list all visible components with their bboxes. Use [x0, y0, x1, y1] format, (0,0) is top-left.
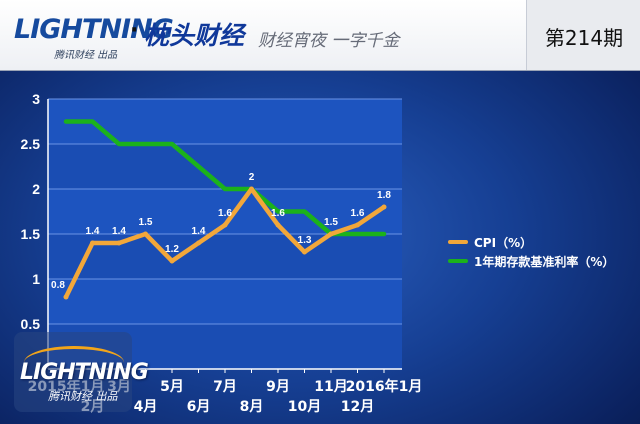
logo-arc-icon [24, 346, 124, 379]
header-bar: LIGHTNING 腾讯财经 出品 · 枕头财经 财经宵夜 一字千金 第214期 [0, 0, 640, 71]
watermark-logo: LIGHTNING 腾讯财经 出品 [14, 332, 149, 412]
x-tick-label: 6月 [187, 399, 211, 415]
cpi-data-label: 0.8 [51, 280, 65, 291]
cpi-point [143, 231, 148, 237]
y-tick-label: 3 [32, 91, 40, 107]
issue-number: 第214期 [544, 26, 624, 50]
cpi-data-label: 1.4 [112, 226, 126, 237]
cpi-point [328, 231, 334, 237]
watermark-subtitle: 腾讯财经 出品 [48, 390, 118, 403]
y-tick-label: 2 [32, 181, 40, 197]
x-tick-label: 4月 [134, 399, 158, 415]
x-tick-label: 11月 [314, 379, 347, 395]
lightning-logo: LIGHTNING [14, 14, 174, 45]
plot-band [48, 99, 402, 144]
cpi-data-label: 1.5 [139, 217, 153, 228]
x-tick-label: 7月 [213, 379, 237, 395]
x-tick-label: 9月 [266, 379, 290, 395]
watermark-logo-text: LIGHTNING [20, 360, 149, 385]
legend-label: 1年期存款基准利率（%） [474, 254, 614, 269]
cpi-data-label: 1.5 [324, 217, 338, 228]
cpi-data-label: 1.6 [218, 208, 232, 219]
logo-subtitle: 腾讯财经 出品 [54, 50, 118, 61]
plot-band [48, 279, 402, 324]
cpi-data-label: 1.3 [298, 235, 312, 246]
cpi-point [116, 240, 122, 246]
x-tick-label: 2016年1月 [346, 378, 423, 395]
cpi-data-label: 1.8 [377, 190, 391, 201]
cpi-point [222, 222, 228, 228]
issue-badge: 第214期 [526, 0, 640, 70]
cpi-point [355, 222, 360, 228]
brand-title: 枕头财经 [144, 21, 245, 50]
y-tick-label: 2.5 [21, 136, 41, 152]
cpi-point [63, 294, 69, 300]
cpi-point [169, 258, 175, 264]
y-tick-label: 1.5 [21, 226, 41, 242]
cpi-point [249, 186, 254, 192]
legend-label: CPI（%） [474, 235, 532, 250]
cpi-data-label: 1.6 [271, 208, 285, 219]
x-tick-label: 10月 [288, 399, 321, 415]
cpi-data-label: 1.6 [351, 208, 365, 219]
cpi-data-label: 1.4 [192, 226, 206, 237]
cpi-point [275, 222, 281, 228]
cpi-point [196, 240, 201, 246]
plot-band [48, 144, 402, 189]
x-tick-label: 5月 [160, 379, 184, 395]
cpi-data-label: 1.4 [86, 226, 100, 237]
cpi-data-label: 2 [249, 172, 255, 183]
cpi-data-label: 1.2 [165, 244, 179, 255]
cpi-point [381, 204, 387, 210]
cpi-point [90, 240, 95, 246]
brand-separator: · [130, 18, 139, 43]
cpi-point [302, 249, 307, 255]
x-tick-label: 12月 [341, 399, 374, 415]
y-tick-label: 0.5 [21, 316, 41, 332]
y-tick-label: 1 [32, 271, 40, 287]
x-tick-label: 8月 [240, 399, 264, 415]
brand-slogan: 财经宵夜 一字千金 [258, 31, 400, 51]
